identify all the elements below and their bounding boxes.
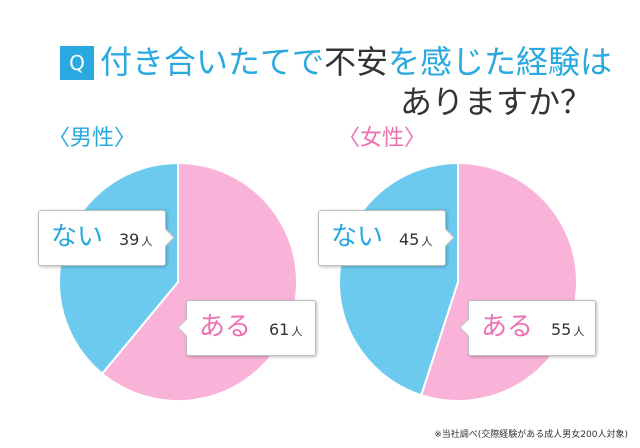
female-nai-count: 45 人 [399, 229, 432, 253]
source-note: ※当社調べ(交際経験がある成人男女200人対象) [434, 430, 628, 440]
female-aru-unit: 人 [573, 325, 585, 338]
male-nai-callout: ない 39 人 [38, 210, 175, 266]
female-aru-callout: ある 55 人 [459, 300, 596, 356]
male-group-label: 〈男性〉 [48, 126, 137, 151]
question-title-part1: 付き合いたてで [100, 43, 325, 81]
female-aru-count: 55 人 [551, 319, 584, 343]
female-nai-callout: ない 45 人 [318, 210, 455, 266]
question-title-line1: 付き合いたてで不安を感じた経験は [100, 40, 612, 84]
male-nai-label: ない [51, 222, 104, 252]
female-aru-label: ある [481, 312, 534, 342]
male-aru-count: 61 人 [269, 319, 302, 343]
female-group-label: 〈女性〉 [338, 126, 427, 151]
female-pie-chart [338, 162, 578, 402]
male-aru-value: 61 [269, 320, 290, 339]
question-title-keyword: 不安 [324, 43, 389, 81]
question-badge: Q [60, 46, 94, 80]
female-nai-label: ない [331, 222, 384, 252]
male-pie-chart [58, 162, 298, 402]
male-nai-value: 39 [119, 230, 140, 249]
female-nai-value: 45 [399, 230, 420, 249]
male-aru-label: ある [199, 312, 252, 342]
female-aru-value: 55 [551, 320, 572, 339]
male-aru-unit: 人 [291, 325, 303, 338]
female-nai-unit: 人 [421, 235, 433, 248]
male-nai-count: 39 人 [119, 229, 152, 253]
question-title-part2: を感じた経験は [388, 43, 613, 81]
male-aru-callout: ある 61 人 [177, 300, 316, 356]
male-nai-unit: 人 [141, 235, 153, 248]
question-title-line2: ありますか？ [399, 83, 592, 121]
